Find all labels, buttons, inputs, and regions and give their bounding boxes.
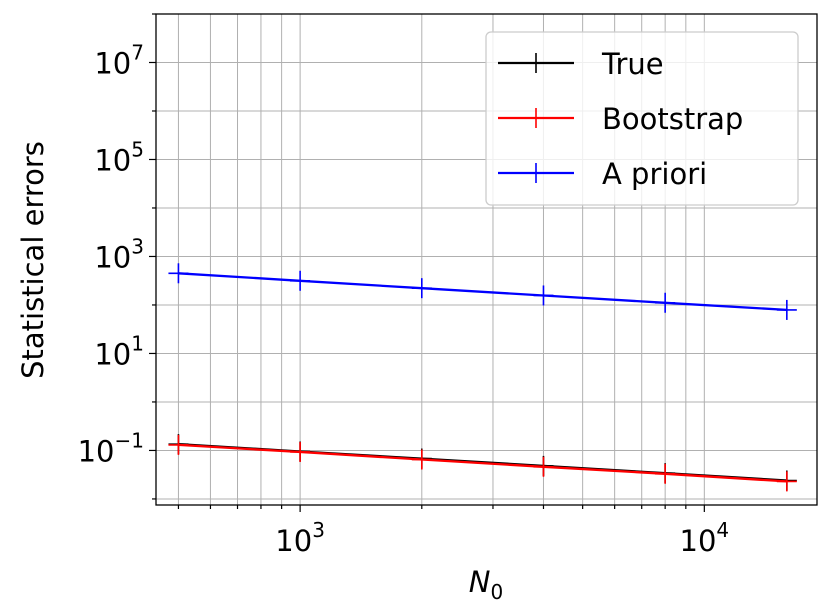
y-axis-label: Statistical errors (16, 141, 50, 379)
y-tick-label-base: 10 (78, 434, 115, 468)
x-axis-label: N0 (469, 565, 503, 604)
data-point-a-priori (411, 278, 432, 299)
x-tick-label-exponent: 3 (312, 518, 325, 542)
y-tick-label: 101 (94, 331, 144, 371)
y-tick-label: 10−1 (78, 428, 144, 468)
x-axis-label-base: N (469, 565, 491, 599)
legend-item-a-priori: A priori (498, 157, 707, 191)
x-axis-label-subscript: 0 (490, 580, 503, 604)
data-point-a-priori (533, 285, 554, 306)
axis-ticks (149, 13, 705, 512)
legend-label: True (601, 47, 664, 81)
x-tick-label-exponent: 4 (716, 518, 729, 542)
y-tick-label-base: 10 (94, 143, 131, 177)
legend-item-true: True (498, 47, 664, 81)
data-point-bootstrap (411, 449, 432, 470)
y-tick-label-exponent: 7 (131, 40, 144, 64)
legend-label: A priori (602, 157, 707, 191)
legend-item-bootstrap: Bootstrap (498, 102, 743, 136)
legend-label: Bootstrap (602, 102, 743, 136)
series-line-bootstrap (178, 443, 787, 483)
y-tick-label-exponent: −1 (115, 428, 144, 452)
data-point-a-priori (655, 292, 676, 313)
y-tick-label-base: 10 (94, 240, 131, 274)
data-point-a-priori (776, 299, 797, 320)
y-tick-label: 103 (94, 234, 144, 274)
data-point-a-priori (290, 270, 311, 291)
data-point-bootstrap (655, 463, 676, 484)
legend: True Bootstrap A priori (485, 31, 799, 206)
legend-box (485, 31, 799, 206)
x-tick-label: 104 (680, 518, 730, 558)
x-tick-label-base: 10 (275, 524, 312, 558)
y-tick-label: 107 (94, 40, 144, 80)
data-point-bootstrap (168, 434, 189, 455)
x-tick-label-base: 10 (680, 524, 717, 558)
plot-frame (155, 13, 818, 506)
series-layer (168, 263, 797, 492)
data-point-bootstrap (776, 471, 797, 492)
data-point-bootstrap (533, 456, 554, 477)
x-tick-label: 103 (275, 518, 325, 558)
y-tick-label-exponent: 1 (131, 331, 144, 355)
data-point-a-priori (168, 263, 189, 284)
y-tick-label-exponent: 5 (131, 137, 144, 161)
y-tick-label-exponent: 3 (131, 234, 144, 258)
y-tick-label-base: 10 (94, 337, 131, 371)
y-tick-label: 105 (94, 137, 144, 177)
data-point-bootstrap (290, 441, 311, 462)
y-tick-label-base: 10 (94, 46, 131, 80)
series-line-a-priori (178, 272, 787, 312)
